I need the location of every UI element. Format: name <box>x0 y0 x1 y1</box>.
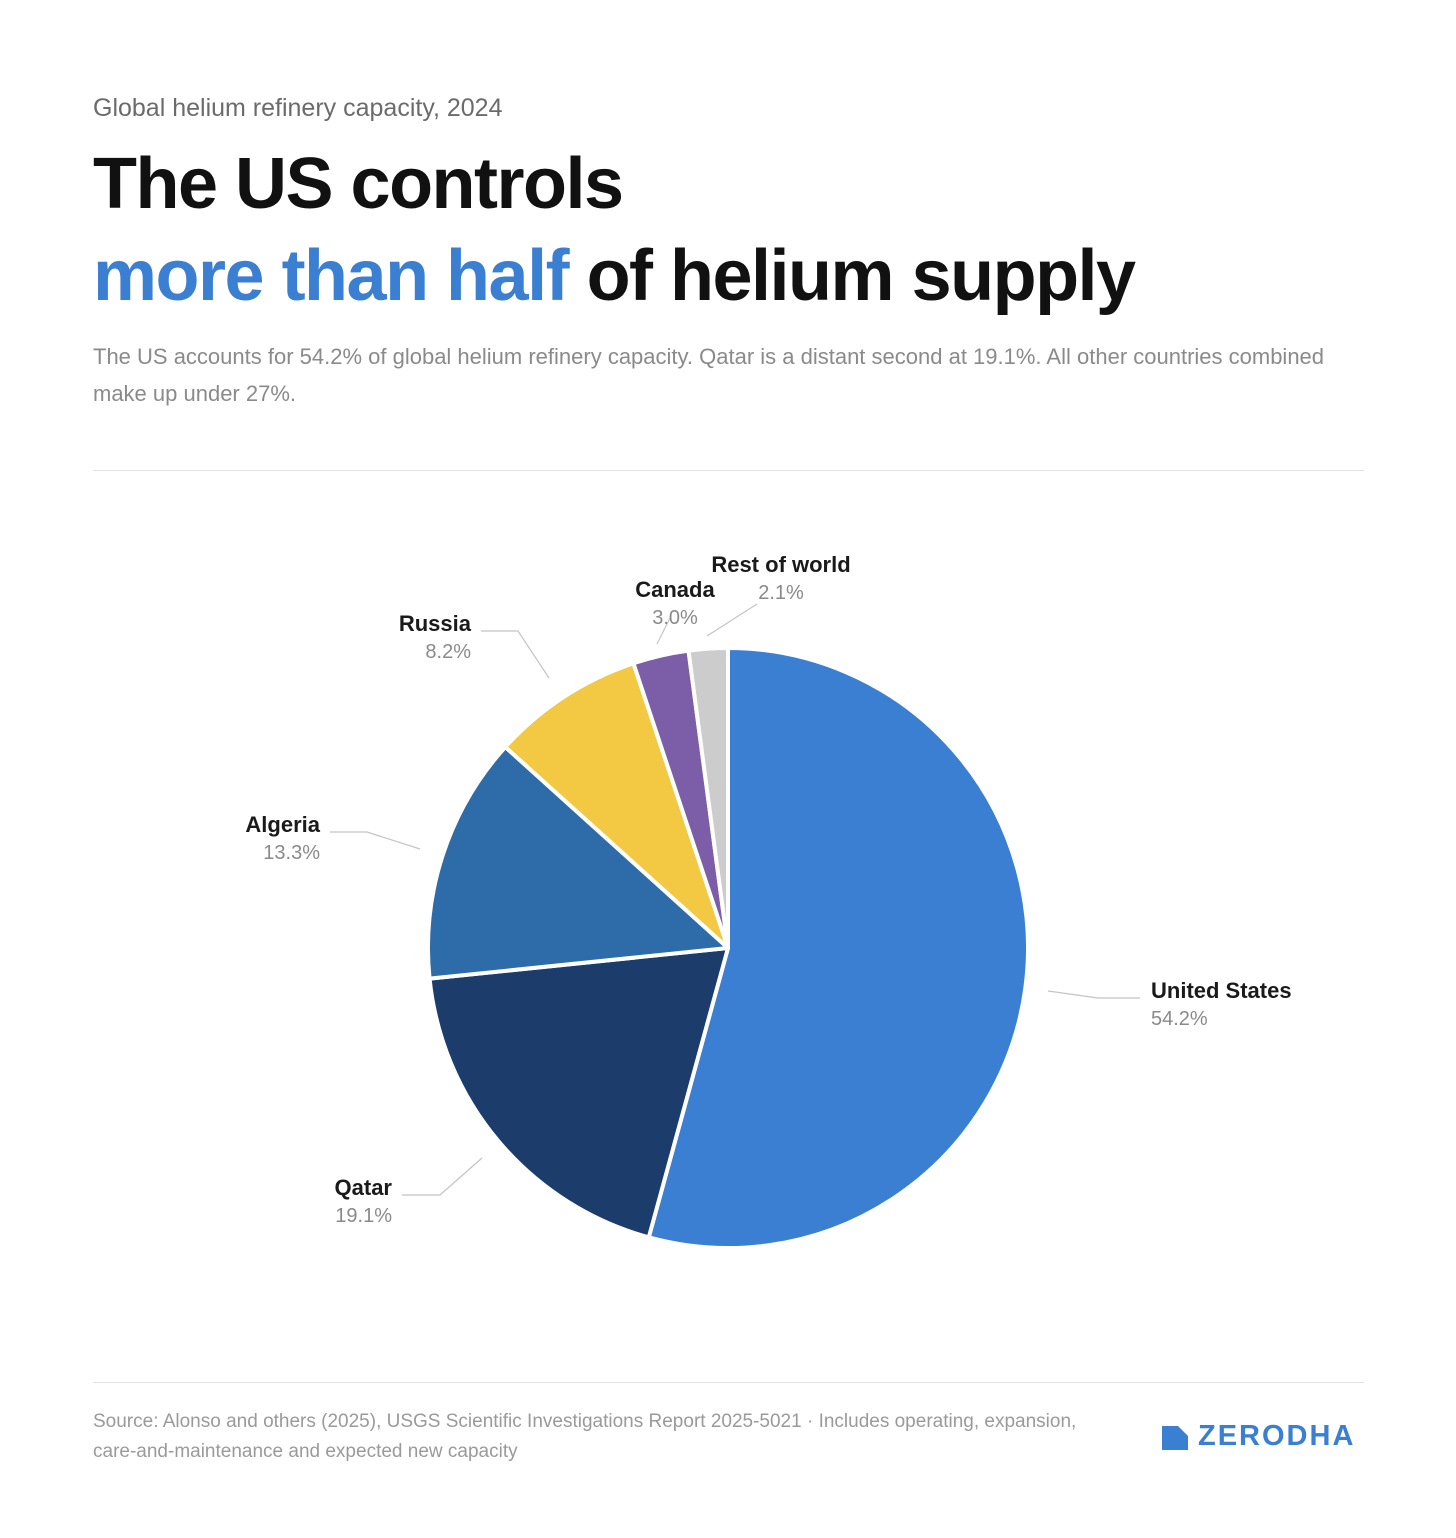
pie-slices <box>426 646 1030 1250</box>
headline-rest: of helium supply <box>568 236 1137 316</box>
pie-slice-qatar <box>427 946 730 1240</box>
leader-line-canada <box>656 617 671 645</box>
slice-label-qatar: Qatar <box>335 1175 393 1200</box>
bottom-divider <box>93 1382 1364 1383</box>
zerodha-logo-icon <box>1162 1425 1188 1450</box>
slice-value-rest-of-world: 2.1% <box>758 582 804 604</box>
pie-slice-rest-of-world <box>686 646 730 950</box>
pie-slice-algeria <box>426 744 730 981</box>
leader-line-rest-of-world <box>706 603 758 637</box>
leader-line-russia <box>481 630 550 679</box>
slice-label-rest-of-world: Rest of world <box>711 552 850 577</box>
slice-label-algeria: Algeria <box>245 812 320 837</box>
headline-line-2: more than half of helium supply <box>93 230 1137 322</box>
leader-line-algeria <box>330 831 421 850</box>
leader-line-united-states <box>1047 990 1140 999</box>
leader-line-qatar <box>402 1157 483 1196</box>
slice-label-united-states: United States <box>1151 978 1292 1003</box>
pie-slice-united-states <box>646 646 1030 1250</box>
pie-leader-lines <box>330 603 1140 1196</box>
pie-slice-russia <box>503 661 730 950</box>
zerodha-logo: ZERODHA <box>1162 1420 1355 1453</box>
slice-value-canada: 3.0% <box>652 607 698 629</box>
headline-line-1: The US controls <box>93 144 624 224</box>
chart-headline: The US controls more than half of helium… <box>93 138 1137 322</box>
pie-labels: United States 54.2% Qatar 19.1% Algeria 13.3%… <box>245 552 1291 1227</box>
source-note: Source: Alonso and others (2025), USGS S… <box>93 1411 1077 1462</box>
slice-value-united-states: 54.2% <box>1151 1008 1208 1030</box>
slice-value-qatar: 19.1% <box>335 1205 392 1227</box>
headline-accent: more than half <box>93 236 570 316</box>
zerodha-logo-text: ZERODHA <box>1198 1420 1356 1452</box>
pie-chart: United States 54.2% Qatar 19.1% Algeria 13.3%… <box>245 552 1292 1250</box>
slice-value-algeria: 13.3% <box>263 842 320 864</box>
slice-label-russia: Russia <box>399 611 472 636</box>
chart-kicker: Global helium refinery capacity, 2024 <box>93 94 503 122</box>
top-divider <box>93 470 1364 471</box>
slice-label-canada: Canada <box>635 577 715 602</box>
chart-subtitle: The US accounts for 54.2% of global heli… <box>93 344 1325 406</box>
slice-value-russia: 8.2% <box>425 641 471 663</box>
